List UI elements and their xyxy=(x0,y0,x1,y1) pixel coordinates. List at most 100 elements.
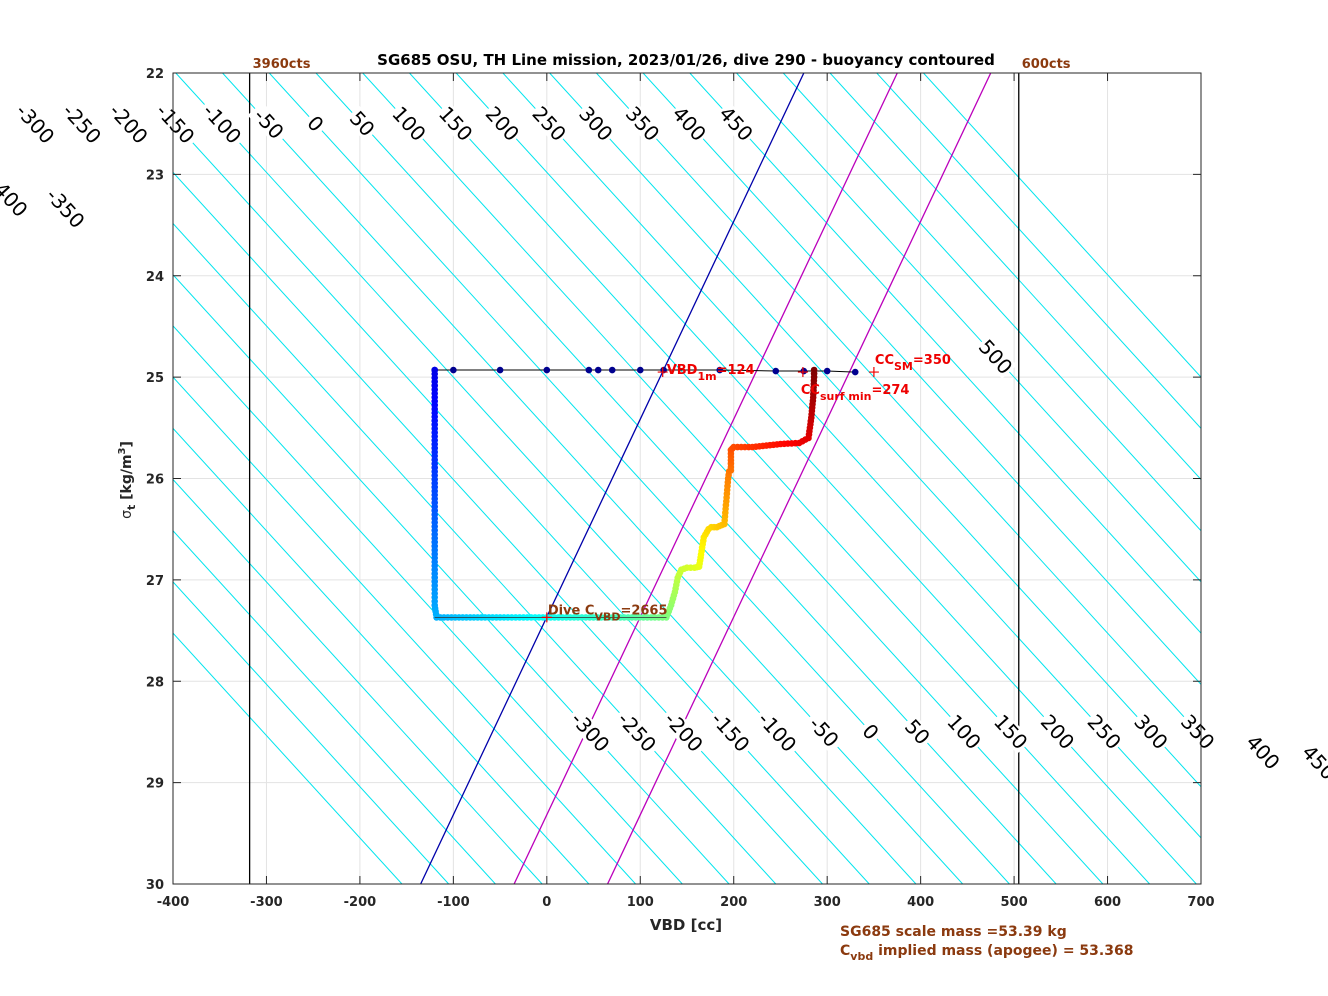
buoyancy-contour xyxy=(173,632,403,884)
contour-label: 450 xyxy=(1297,740,1328,784)
buoyancy-contour xyxy=(173,478,543,884)
y-axis-label: σt [kg/m3] xyxy=(117,441,138,519)
buoyancy-contour xyxy=(782,73,1201,532)
buoyancy-contour xyxy=(455,73,1197,884)
x-tick-label: -200 xyxy=(344,895,377,910)
contour-label-bg xyxy=(574,101,618,146)
contour-label-bg xyxy=(0,170,34,223)
annotation-tail: =350 xyxy=(913,353,951,368)
y-tick-label: 29 xyxy=(146,777,164,792)
y-tick-label: 26 xyxy=(146,473,164,488)
y-tick-label: 22 xyxy=(146,67,164,82)
contour-label-bg xyxy=(1176,710,1219,754)
buoyancy-contour xyxy=(642,73,1201,686)
contour-label-bg xyxy=(621,101,664,146)
x-tick-label: -400 xyxy=(157,895,190,910)
buoyancy-contour xyxy=(362,73,1104,884)
surface-point xyxy=(851,368,859,376)
contour-label-bg xyxy=(301,109,330,138)
x-tick-label: 200 xyxy=(720,895,747,910)
annotation-cc_surf_min: CCsurf min=274 xyxy=(801,383,910,403)
contour-label-bg xyxy=(856,718,885,746)
contour-label-bg xyxy=(527,101,571,146)
contour-label-bg xyxy=(802,710,846,754)
contour-label-bg xyxy=(612,705,662,758)
y-axis-label-sup: 3 xyxy=(117,447,128,454)
axis-ticks: -400 -300 -200 -100 0 100 200 300 400 500 600 700 22… xyxy=(146,67,1215,910)
zero-buoyancy-line xyxy=(420,73,805,884)
implied-mass-main: C xyxy=(840,943,850,959)
surface-point xyxy=(608,366,616,374)
contour-label-bg xyxy=(197,97,248,150)
surface-point xyxy=(636,366,644,374)
contour-label: 400 xyxy=(1241,730,1284,774)
profile-point xyxy=(810,366,818,374)
y-axis-label-main: σ xyxy=(119,510,135,519)
annotation-main: CC xyxy=(801,383,820,398)
annotation-main: CC xyxy=(875,353,894,368)
annotation-marker xyxy=(541,612,552,623)
buoyancy-contour xyxy=(173,427,590,884)
x-tick-label: 0 xyxy=(542,895,551,910)
surface-point xyxy=(823,367,831,375)
buoyancy-contour xyxy=(689,73,1201,634)
buoyancy-contour xyxy=(173,376,636,884)
buoyancy-contour xyxy=(268,73,1010,884)
contour-label-bg xyxy=(1297,740,1328,785)
x-axis-label: VBD [cc] xyxy=(650,916,722,934)
buoyancy-contour xyxy=(173,325,683,884)
y-axis-label-tail: [kg/m xyxy=(119,454,135,504)
y-tick-label: 27 xyxy=(146,574,164,589)
x-tick-label: 300 xyxy=(814,895,841,910)
surface-point xyxy=(585,366,593,374)
contour-label-bg xyxy=(942,710,986,754)
surface-point xyxy=(543,366,551,374)
implied-mass-tail: implied mass (apogee) = 53.368 xyxy=(873,943,1133,959)
contour-label-bg xyxy=(1129,710,1173,754)
contour-label-bg xyxy=(668,101,711,146)
annotation-tail: =124 xyxy=(717,363,755,378)
annotation-tail: =274 xyxy=(871,383,909,398)
x-tick-label: 700 xyxy=(1187,895,1214,910)
contour-label-bg xyxy=(1036,710,1079,754)
annotation-vbd_1m: VBD1m=124 xyxy=(667,363,755,383)
annotation-tail: =2665 xyxy=(620,603,667,618)
x-tick-label: -100 xyxy=(437,895,470,910)
buoyancy-contour xyxy=(315,73,1057,884)
annotation-main: Dive C xyxy=(548,603,595,618)
contour-label-bg xyxy=(899,714,935,750)
buoyancy-contour xyxy=(595,73,1201,737)
buoyancy-contour xyxy=(736,73,1201,583)
x-tick-label: -300 xyxy=(250,895,283,910)
surface-point xyxy=(450,366,457,374)
surface-point xyxy=(496,366,504,374)
annotation-dive_cvbd: Dive CVBD=2665 xyxy=(548,603,668,623)
contour-label-bg xyxy=(989,710,1033,754)
contour-label-bg xyxy=(752,705,803,758)
annotation-marker xyxy=(868,367,879,378)
magenta-reference-line xyxy=(513,73,898,884)
y-tick-label: 28 xyxy=(146,675,164,690)
contour-label-bg xyxy=(481,101,524,146)
buoyancy-contour xyxy=(549,73,1201,788)
contour-label-bg xyxy=(705,705,756,758)
contour-label-bg xyxy=(247,101,291,146)
y-tick-label: 24 xyxy=(146,270,164,285)
contour-label-bg xyxy=(1083,710,1126,754)
count-limit-label: 600cts xyxy=(1022,57,1071,72)
reference-lines xyxy=(248,73,1020,884)
scale-mass-note: SG685 scale mass =53.39 kg xyxy=(840,924,1067,940)
y-axis-label-sub: t xyxy=(125,505,138,510)
y-axis-label-end: ] xyxy=(119,441,135,447)
contour-label-bg xyxy=(1241,730,1285,775)
annotation-cc_sm: CCSM=350 xyxy=(875,353,951,373)
chart-title: SG685 OSU, TH Line mission, 2023/01/26, … xyxy=(377,51,995,69)
implied-mass-sub: vbd xyxy=(850,950,873,963)
count-limit-label: 3960cts xyxy=(253,57,311,72)
annotation-sub: surf min xyxy=(820,390,871,403)
buoyancy-contour xyxy=(502,73,1201,839)
x-tick-label: 400 xyxy=(907,895,934,910)
contour-label-bg xyxy=(714,101,758,146)
